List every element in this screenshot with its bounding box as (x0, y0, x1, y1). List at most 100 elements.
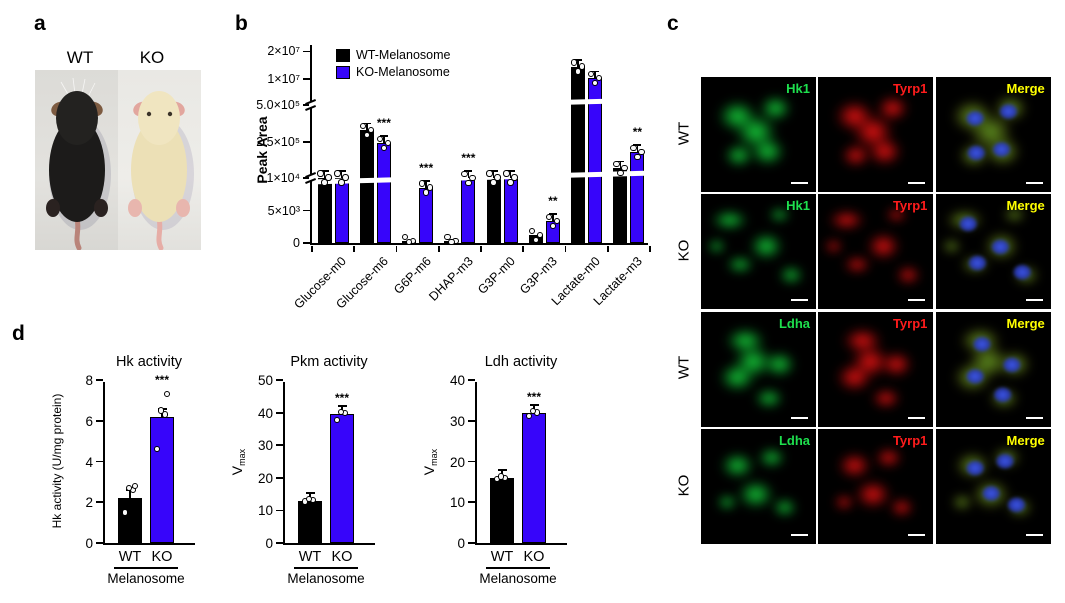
wt-bar-Glucose-m6 (359, 130, 374, 243)
micrograph-ko-merge: Merge (935, 429, 1051, 545)
micrograph-ko-tyrp1: Tyrp1 (818, 194, 934, 310)
y-tick-label: 20 (449, 454, 465, 470)
error-bar-cap (379, 135, 388, 137)
error-bar-cap (616, 160, 625, 163)
y-tick-label: 0 (265, 536, 273, 551)
y-tick-label: 6 (85, 413, 93, 429)
error-bar (509, 171, 512, 178)
y-tick (96, 379, 103, 381)
error-bar (492, 171, 495, 178)
wt-bar (118, 498, 142, 543)
error-bar (552, 214, 554, 221)
error-bar-cap (337, 170, 346, 172)
error-bar-cap (633, 144, 642, 146)
hk-plot-area: 0 2 4 6 8 WT *** KO Melanosome (85, 373, 195, 586)
group-underline (486, 567, 550, 569)
ko-bar (522, 412, 546, 543)
data-point (422, 189, 430, 196)
data-point (630, 144, 637, 151)
row-label-wt-2: WT (675, 356, 693, 380)
y-tick-label: 50 (257, 373, 273, 388)
y-tick-label: 0 (85, 536, 93, 551)
channel-label-tyrp1: Tyrp1 (892, 315, 928, 331)
pkm-activity-chart: 0 10 20 30 40 50 WT *** KO Melanosome Pkm activity… (229, 348, 390, 598)
y-tick (303, 141, 310, 144)
panel-d: d 0 2 4 6 8 WT *** KO Melanosome Hk activity Hk ac… (0, 318, 660, 603)
vmax-main: V (421, 465, 437, 475)
data-point (486, 170, 493, 177)
scale-bar (791, 416, 808, 419)
x-category-label: G6P-m6 (390, 254, 434, 297)
scale-bar (791, 534, 808, 537)
red-channel-cells (818, 77, 934, 192)
micrograph-wt-merge: Merge (935, 311, 1051, 427)
wt-mouse-illustration (46, 77, 111, 250)
error-bar (619, 162, 622, 169)
data-point (461, 170, 468, 177)
vmax-sub: max (237, 448, 247, 466)
scale-bar (1025, 416, 1043, 419)
data-point (507, 179, 514, 186)
ko-bar-Glucose-m6 (376, 143, 391, 243)
data-point (121, 509, 129, 516)
y-tick (468, 501, 475, 504)
data-point (595, 74, 603, 82)
error-bar (129, 491, 131, 499)
legend-item-ko: KO-Melanosome (336, 65, 450, 79)
y-tick-label: 2 (85, 495, 93, 511)
data-point (497, 473, 505, 480)
y-tick-label: 5×10³ (267, 203, 300, 218)
data-point (405, 238, 413, 245)
x-tick (606, 246, 609, 252)
x-tick (564, 246, 567, 252)
channel-label-ldha: Ldha (778, 433, 810, 449)
peak-area-axis-label: Peak Area (254, 116, 270, 184)
error-bar-cap (489, 170, 498, 172)
data-point (334, 170, 341, 177)
scale-bar (908, 181, 926, 184)
ko-x-label: KO (151, 549, 173, 565)
green-channel-cells (701, 429, 816, 545)
error-bar-cap (362, 122, 371, 125)
data-point (469, 174, 476, 181)
data-point (359, 122, 367, 130)
wt-bar-Lactate-m3 (613, 168, 628, 243)
y-tick-label: 2×10⁷ (267, 44, 300, 59)
group-underline (294, 567, 358, 569)
data-point (532, 236, 540, 244)
data-point (617, 169, 624, 177)
red-channel-cells (818, 429, 934, 545)
data-point (545, 213, 553, 220)
panel-c: c WT Hk1 Tyrp1 Merge KO Hk1 Tyrp1 Merge WT Ldha Ty… (660, 10, 1065, 555)
data-point (418, 180, 426, 187)
data-point (305, 495, 313, 503)
peak-area-plot-area: 0 5×10³ 1×10⁴ 2.5×10⁵ 5.0×10⁵ 1×10⁷ 2×10⁷ *** **… (256, 44, 651, 252)
data-point (380, 144, 388, 151)
channel-label-merge: Merge (1006, 198, 1045, 214)
significance-hk: *** (154, 373, 169, 388)
panel-d-letter: d (12, 322, 25, 345)
data-point (401, 233, 409, 241)
data-point (338, 179, 345, 186)
wt-mouse-photo (35, 70, 118, 250)
channel-label-hk1: Hk1 (786, 198, 810, 214)
y-tick-label: 20 (257, 470, 273, 486)
channel-label-tyrp1: Tyrp1 (892, 81, 928, 96)
data-point (426, 184, 434, 191)
error-bar-cap (320, 169, 329, 172)
ko-bar-G6P-m6 (419, 187, 434, 243)
vmax-sub: max (429, 448, 439, 466)
hk-title: Hk activity (115, 354, 183, 370)
data-point (337, 408, 345, 416)
error-bar-cap (506, 170, 515, 172)
micrograph-ko-tyrp1: Tyrp1 (818, 429, 934, 545)
ko-mouse-illustration (128, 91, 194, 250)
data-point (570, 59, 578, 66)
x-tick (480, 246, 482, 252)
wt-bar (490, 477, 514, 543)
data-point (317, 170, 324, 177)
data-point (528, 227, 536, 235)
y-tick (96, 419, 103, 422)
ldh-activity-chart: 0 10 20 30 40 WT *** KO Melanosome Ldh activity Vm… (421, 348, 582, 598)
